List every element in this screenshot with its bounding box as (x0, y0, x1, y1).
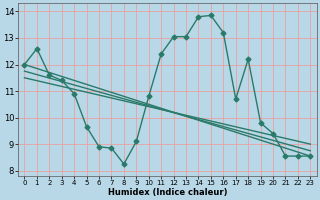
X-axis label: Humidex (Indice chaleur): Humidex (Indice chaleur) (108, 188, 227, 197)
